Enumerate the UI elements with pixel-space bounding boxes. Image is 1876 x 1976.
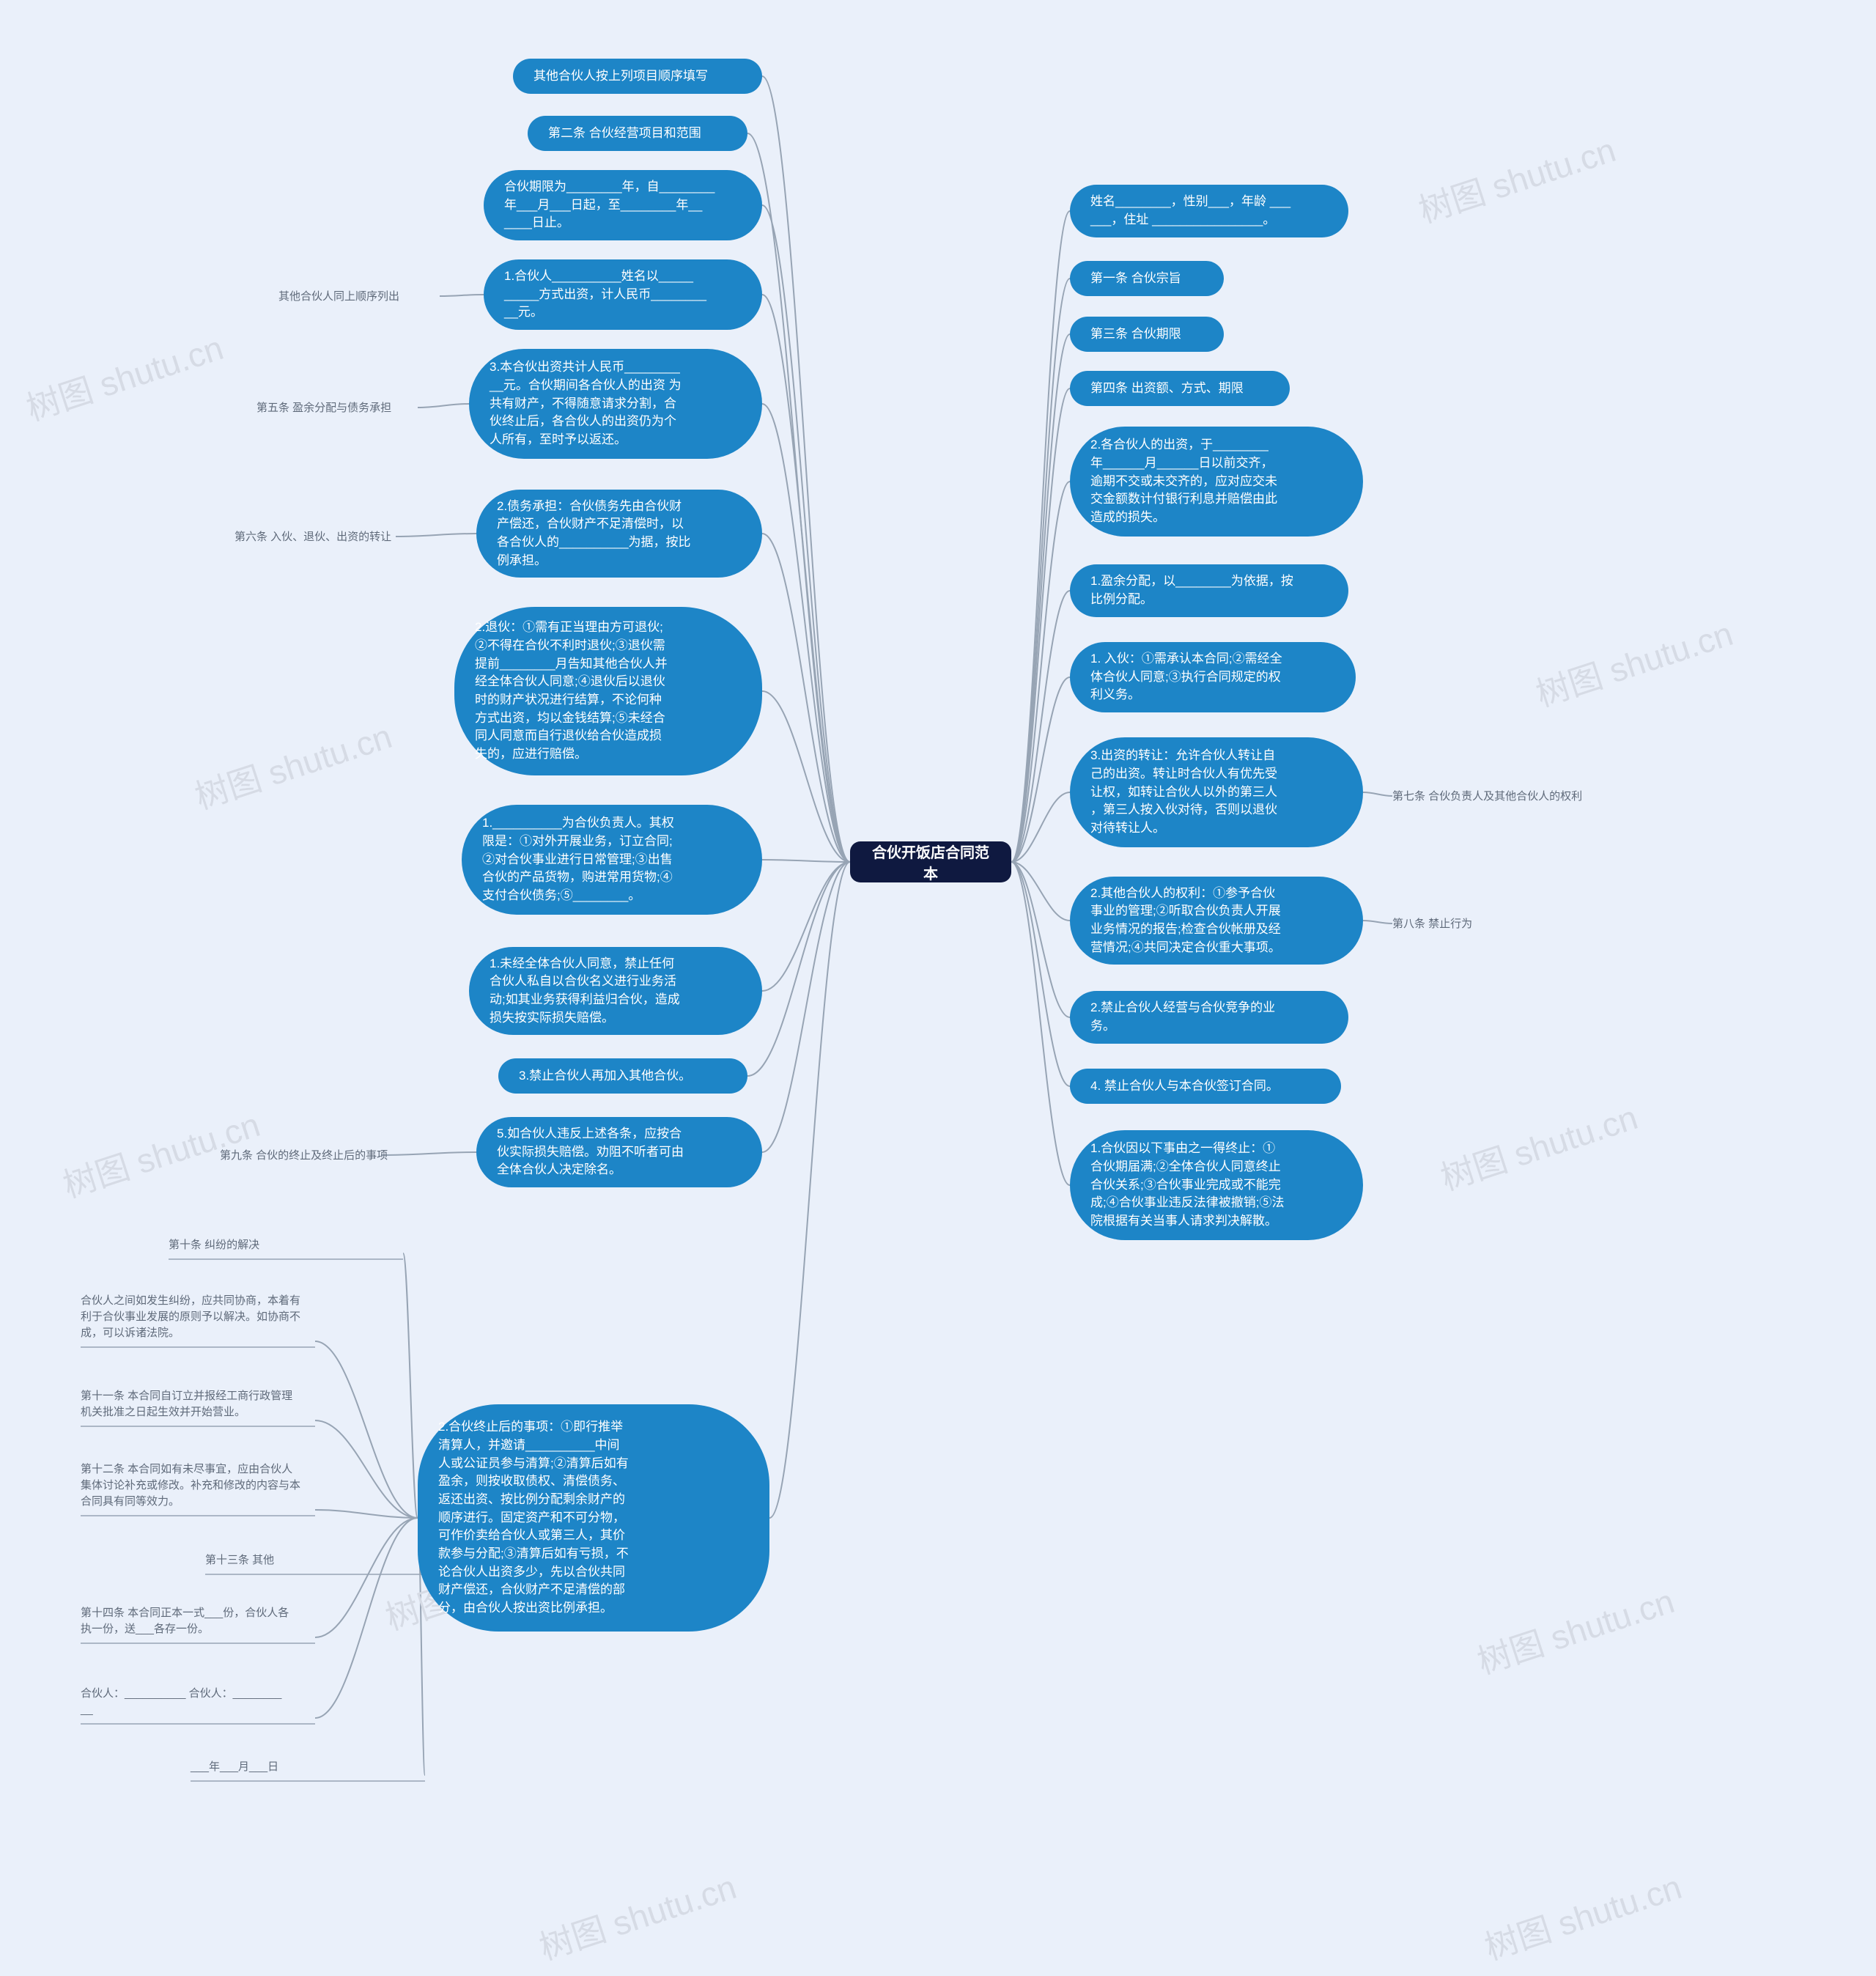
node-text: 第一条 合伙宗旨 [1090, 270, 1181, 288]
label-text: 第十一条 本合同自订立并报经工商行政管理 机关批准之日起生效并开始营业。 [81, 1390, 292, 1418]
node-text: 2.各合伙人的出资，于________ 年______月______日以前交齐，… [1090, 436, 1277, 526]
label-text: 第十条 纠纷的解决 [169, 1239, 259, 1251]
node-text: 第三条 合伙期限 [1090, 325, 1181, 344]
label-text: 第六条 入伙、退伙、出资的转让 [234, 531, 391, 543]
central-title: 合伙开饭店合同范本 [866, 841, 995, 883]
right-node: 2.禁止合伙人经营与合伙竞争的业 务。 [1070, 991, 1348, 1044]
label-text: ___年___月___日 [191, 1761, 278, 1773]
label-text: 第十四条 本合同正本一式___份，合伙人各 执一份，送___各存一份。 [81, 1607, 289, 1635]
node-text: 合伙期限为________年，自________ 年___月___日起，至___… [504, 178, 714, 232]
label-text: 第十二条 本合同如有未尽事宜，应由合伙人 集体讨论补充或修改。补充和修改的内容与… [81, 1463, 300, 1508]
label-text: 合伙人之间如发生纠纷，应共同协商，本着有 利于合伙事业发展的原则予以解决。如协商… [81, 1294, 300, 1339]
node-text: 3.禁止合伙人再加入其他合伙。 [519, 1067, 691, 1085]
node-text: 3.出资的转让：允许合伙人转让自 己的出资。转让时合伙人有优先受 让权，如转让合… [1090, 747, 1277, 837]
right-node: 2.其他合伙人的权利：①参予合伙 事业的管理;②听取合伙负责人开展 业务情况的报… [1070, 877, 1363, 965]
right-node: 姓名________，性别___，年龄 ___ ___，住址 _________… [1070, 185, 1348, 237]
node-text: 1.合伙人__________姓名以_____ _____方式出资，计人民币__… [504, 268, 706, 322]
clause-label: 第十条 纠纷的解决 [169, 1237, 259, 1253]
left-node: 1.__________为合伙负责人。其权 限是：①对外开展业务，订立合同; ②… [462, 805, 762, 915]
node-text: 2.债务承担：合伙债务先由合伙财 产偿还，合伙财产不足清偿时，以 各合伙人的__… [497, 498, 691, 570]
label-text: 第五条 盈余分配与债务承担 [256, 402, 391, 414]
left-node: 其他合伙人按上列项目顺序填写 [513, 59, 762, 94]
side-label: 第七条 合伙负责人及其他合伙人的权利 [1392, 789, 1582, 805]
side-label: 其他合伙人同上顺序列出 [278, 289, 399, 305]
clause-label: 第十四条 本合同正本一式___份，合伙人各 执一份，送___各存一份。 [81, 1605, 289, 1637]
side-label: 第五条 盈余分配与债务承担 [256, 400, 391, 416]
right-node: 1. 入伙：①需承认本合同;②需经全 体合伙人同意;③执行合同规定的权 利义务。 [1070, 642, 1356, 712]
clause-label: 第十二条 本合同如有未尽事宜，应由合伙人 集体讨论补充或修改。补充和修改的内容与… [81, 1461, 300, 1509]
right-node: 1.盈余分配，以________为依据，按 比例分配。 [1070, 564, 1348, 617]
node-text: 2.合伙终止后的事项：①即行推举 清算人，并邀请__________中间 人或公… [438, 1418, 629, 1617]
left-node: 5.如合伙人违反上述各条，应按合 伙实际损失赔偿。劝阻不听者可由 全体合伙人决定… [476, 1117, 762, 1187]
node-text: 2.禁止合伙人经营与合伙竞争的业 务。 [1090, 999, 1275, 1035]
node-text: 1.未经全体合伙人同意，禁止任何 合伙人私自以合伙名义进行业务活 动;如其业务获… [490, 955, 680, 1028]
node-text: 第二条 合伙经营项目和范围 [548, 125, 701, 143]
label-text: 第十三条 其他 [205, 1554, 274, 1566]
label-text: 合伙人：__________ 合伙人：________ __ [81, 1687, 281, 1716]
clause-label: 第十一条 本合同自订立并报经工商行政管理 机关批准之日起生效并开始营业。 [81, 1388, 292, 1420]
side-label: 第九条 合伙的终止及终止后的事项 [220, 1148, 388, 1164]
right-node: 1.合伙因以下事由之一得终止：① 合伙期届满;②全体合伙人同意终止 合伙关系;③… [1070, 1130, 1363, 1240]
side-label: 第六条 入伙、退伙、出资的转让 [234, 529, 391, 545]
node-text: 1.合伙因以下事由之一得终止：① 合伙期届满;②全体合伙人同意终止 合伙关系;③… [1090, 1140, 1284, 1230]
node-text: 姓名________，性别___，年龄 ___ ___，住址 _________… [1090, 193, 1290, 229]
left-node: 3.本合伙出资共计人民币________ __元。合伙期间各合伙人的出资 为 共… [469, 349, 762, 459]
left-node: 2.债务承担：合伙债务先由合伙财 产偿还，合伙财产不足清偿时，以 各合伙人的__… [476, 490, 762, 578]
right-node: 3.出资的转让：允许合伙人转让自 己的出资。转让时合伙人有优先受 让权，如转让合… [1070, 737, 1363, 847]
central-node: 合伙开饭店合同范本 [850, 841, 1011, 882]
node-text: 5.如合伙人违反上述各条，应按合 伙实际损失赔偿。劝阻不听者可由 全体合伙人决定… [497, 1125, 684, 1179]
side-label: 第八条 禁止行为 [1392, 916, 1472, 932]
node-text: 2.其他合伙人的权利：①参予合伙 事业的管理;②听取合伙负责人开展 业务情况的报… [1090, 885, 1281, 957]
left-node: 2.退伙：①需有正当理由方可退伙; ②不得在合伙不利时退伙;③退伙需 提前___… [454, 607, 762, 775]
node-text: 其他合伙人按上列项目顺序填写 [533, 67, 708, 86]
right-node: 第三条 合伙期限 [1070, 317, 1224, 352]
left-node: 合伙期限为________年，自________ 年___月___日起，至___… [484, 170, 762, 240]
clause-label: 合伙人：__________ 合伙人：________ __ [81, 1686, 281, 1718]
node-text: 3.本合伙出资共计人民币________ __元。合伙期间各合伙人的出资 为 共… [490, 358, 682, 449]
right-node: 2.各合伙人的出资，于________ 年______月______日以前交齐，… [1070, 427, 1363, 537]
right-node: 4. 禁止合伙人与本合伙签订合同。 [1070, 1069, 1341, 1104]
left-node: 1.合伙人__________姓名以_____ _____方式出资，计人民币__… [484, 259, 762, 330]
label-text: 第八条 禁止行为 [1392, 918, 1472, 930]
left-node: 1.未经全体合伙人同意，禁止任何 合伙人私自以合伙名义进行业务活 动;如其业务获… [469, 947, 762, 1035]
left-node: 第二条 合伙经营项目和范围 [528, 116, 747, 151]
label-text: 第七条 合伙负责人及其他合伙人的权利 [1392, 790, 1582, 803]
node-text: 1.__________为合伙负责人。其权 限是：①对外开展业务，订立合同; ②… [482, 814, 674, 904]
node-text: 第四条 出资额、方式、期限 [1090, 380, 1244, 398]
node-text: 2.退伙：①需有正当理由方可退伙; ②不得在合伙不利时退伙;③退伙需 提前___… [475, 619, 668, 763]
left-node: 3.禁止合伙人再加入其他合伙。 [498, 1058, 747, 1094]
clause-label: ___年___月___日 [191, 1759, 278, 1775]
label-text: 其他合伙人同上顺序列出 [278, 290, 399, 303]
label-text: 第九条 合伙的终止及终止后的事项 [220, 1149, 388, 1162]
node-text: 1.盈余分配，以________为依据，按 比例分配。 [1090, 572, 1293, 608]
right-node: 第一条 合伙宗旨 [1070, 261, 1224, 296]
clause-label: 第十三条 其他 [205, 1552, 274, 1568]
node-text: 1. 入伙：①需承认本合同;②需经全 体合伙人同意;③执行合同规定的权 利义务。 [1090, 650, 1282, 704]
right-node: 第四条 出资额、方式、期限 [1070, 371, 1290, 406]
clause-label: 合伙人之间如发生纠纷，应共同协商，本着有 利于合伙事业发展的原则予以解决。如协商… [81, 1293, 300, 1341]
left-node: 2.合伙终止后的事项：①即行推举 清算人，并邀请__________中间 人或公… [418, 1404, 769, 1632]
node-text: 4. 禁止合伙人与本合伙签订合同。 [1090, 1077, 1279, 1096]
